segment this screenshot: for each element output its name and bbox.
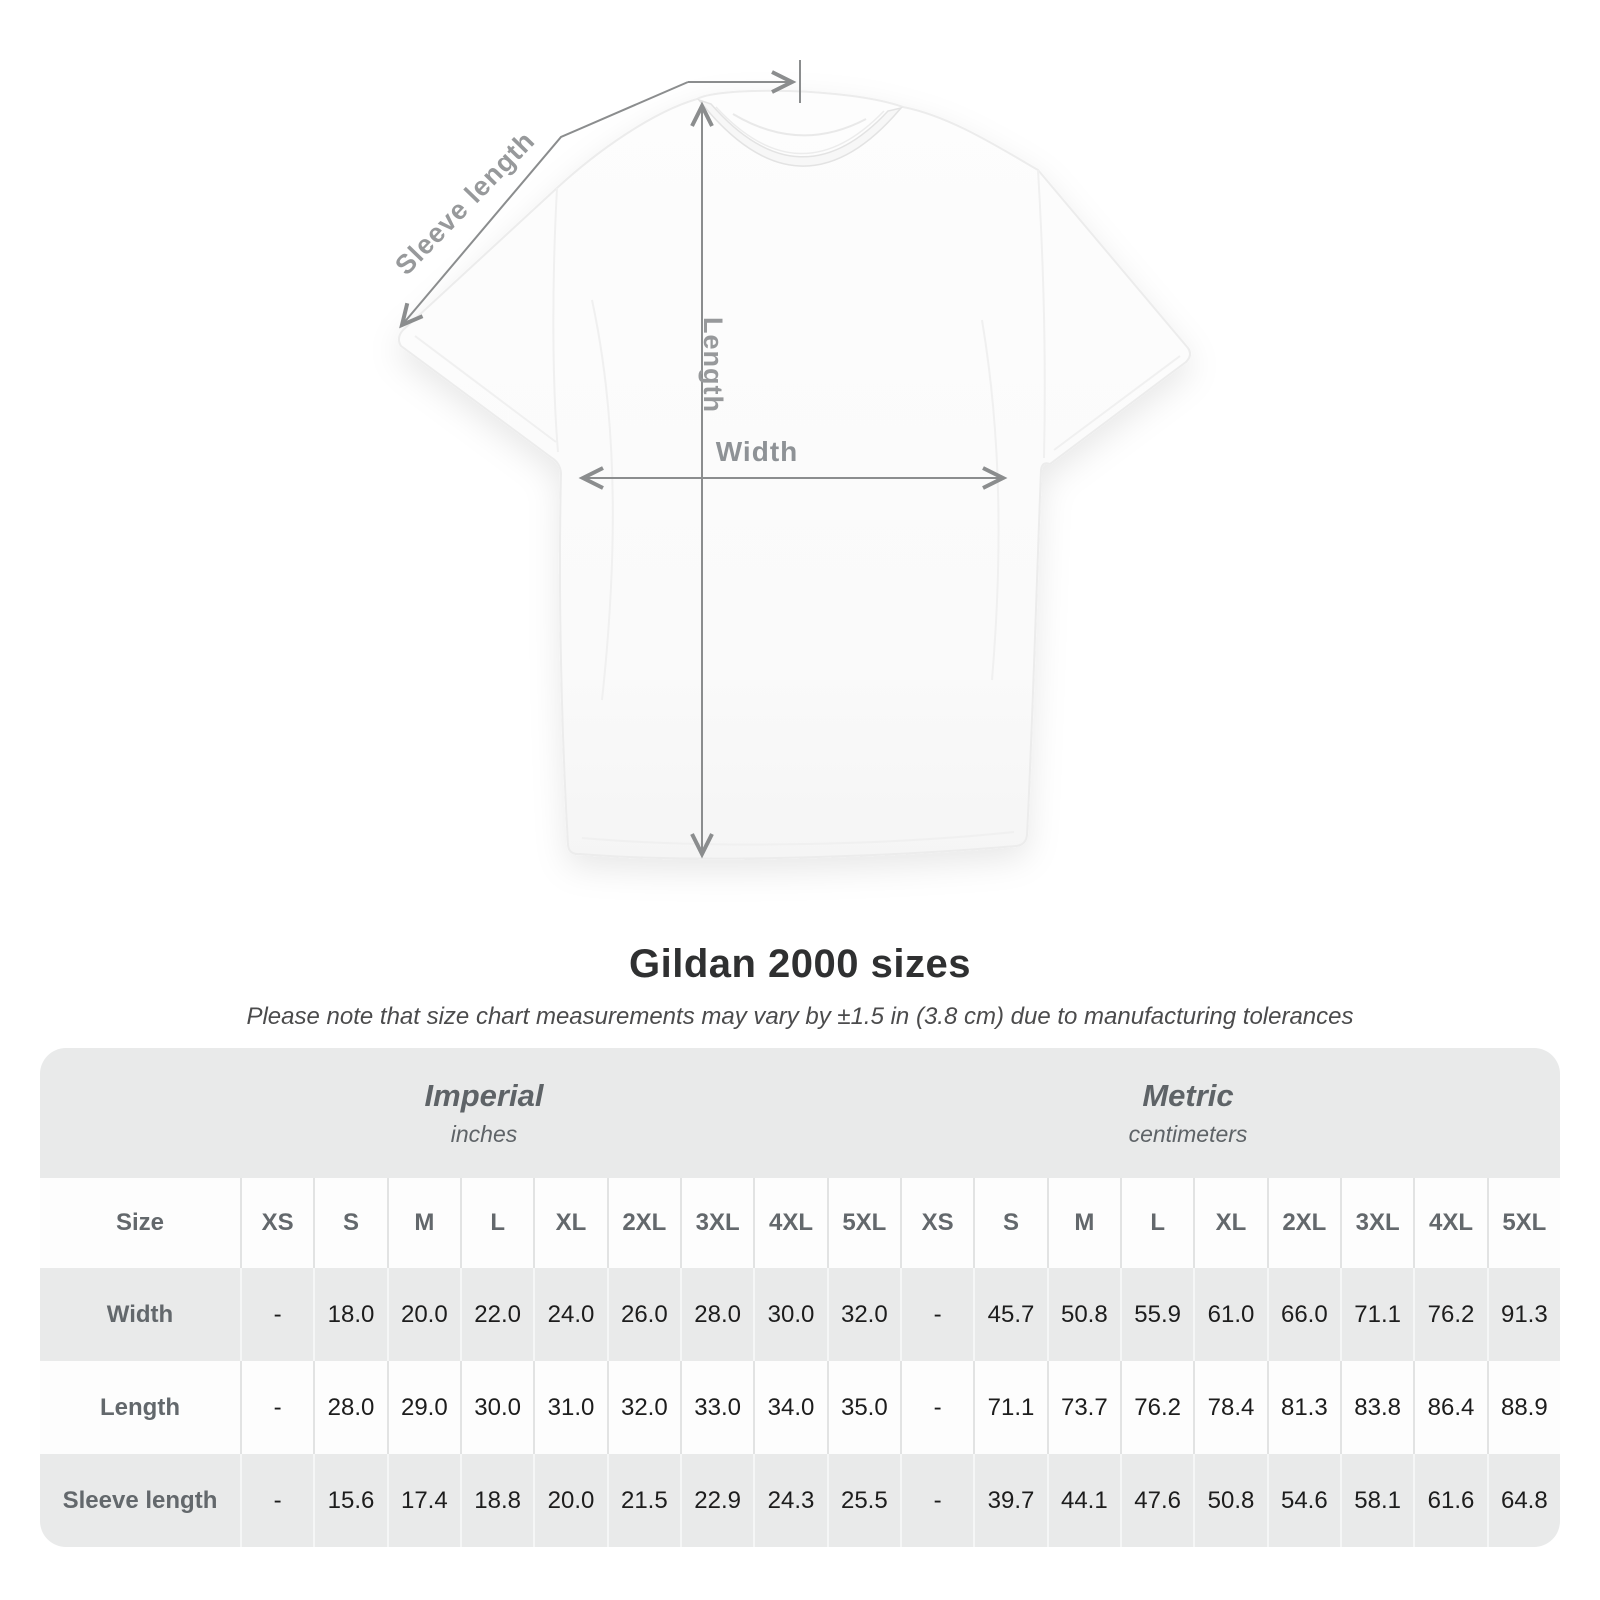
cell-imperial-L: 18.8 <box>460 1454 533 1547</box>
cell-metric-2XL: 81.3 <box>1266 1361 1340 1454</box>
cell-metric-2XL: 54.6 <box>1266 1454 1340 1547</box>
cell-imperial-2XL: 21.5 <box>606 1454 680 1547</box>
size-header-imperial-S: S <box>313 1178 386 1268</box>
metric-unit: centimeters <box>1128 1121 1248 1147</box>
size-header-metric-XL: XL <box>1193 1178 1266 1268</box>
cell-metric-4XL: 76.2 <box>1413 1268 1486 1361</box>
cell-imperial-3XL: 33.0 <box>680 1361 753 1454</box>
cell-metric-4XL: 61.6 <box>1413 1454 1486 1547</box>
cell-metric-L: 76.2 <box>1120 1361 1193 1454</box>
cell-imperial-5XL: 32.0 <box>826 1268 900 1361</box>
size-table: Size XS S M L XL 2XL 3XL 4XL 5XL XS S M L XL 2XL 3XL 4XL 5… <box>40 1178 1560 1547</box>
cell-metric-XL: 61.0 <box>1193 1268 1266 1361</box>
size-header-metric-4XL: 4XL <box>1413 1178 1486 1268</box>
sleeve-length-line <box>399 81 689 329</box>
imperial-unit: inches <box>450 1121 518 1147</box>
tshirt-measurement-diagram: Sleeve length Length Width <box>389 60 1192 860</box>
size-header-metric-M: M <box>1046 1178 1120 1268</box>
cell-imperial-2XL: 32.0 <box>606 1361 680 1454</box>
cell-imperial-L: 30.0 <box>460 1361 533 1454</box>
cell-imperial-S: 15.6 <box>313 1454 386 1547</box>
cell-metric-XS: - <box>900 1361 973 1454</box>
cell-metric-S: 71.1 <box>973 1361 1046 1454</box>
cell-imperial-XS: - <box>240 1454 313 1547</box>
metric-title: Metric <box>1142 1078 1234 1113</box>
cell-metric-5XL: 88.9 <box>1486 1361 1560 1454</box>
cell-imperial-M: 20.0 <box>386 1268 460 1361</box>
cell-metric-XL: 78.4 <box>1193 1361 1266 1454</box>
size-header-metric-XS: XS <box>900 1178 973 1268</box>
cell-metric-L: 47.6 <box>1120 1454 1193 1547</box>
width-label: Width <box>716 436 799 467</box>
size-header-imperial-5XL: 5XL <box>826 1178 900 1268</box>
table-row-sleeve-length: Sleeve length -15.6 17.4 18.8 20.0 21.5 22.9 24… <box>40 1454 1560 1547</box>
size-header-imperial-L: L <box>460 1178 533 1268</box>
size-header-imperial-M: M <box>386 1178 460 1268</box>
size-header-metric-2XL: 2XL <box>1266 1178 1340 1268</box>
measurement-lines <box>399 60 1008 859</box>
cell-metric-XL: 50.8 <box>1193 1454 1266 1547</box>
tshirt-illustration <box>397 89 1192 860</box>
metric-section-header: Metric centimeters <box>858 1048 1518 1178</box>
cell-metric-5XL: 64.8 <box>1486 1454 1560 1547</box>
size-header-imperial-XS: XS <box>240 1178 313 1268</box>
cell-imperial-XL: 31.0 <box>533 1361 606 1454</box>
table-row-width: Width -18.0 20.0 22.0 24.0 26.0 28.0 30.0 32.0-4… <box>40 1268 1560 1361</box>
cell-metric-4XL: 86.4 <box>1413 1361 1486 1454</box>
size-header-metric-L: L <box>1120 1178 1193 1268</box>
collar <box>696 98 904 167</box>
size-header-imperial-3XL: 3XL <box>680 1178 753 1268</box>
cell-metric-M: 44.1 <box>1046 1454 1120 1547</box>
cell-imperial-5XL: 25.5 <box>826 1454 900 1547</box>
size-header-metric-S: S <box>973 1178 1046 1268</box>
imperial-section-header: Imperial inches <box>54 1048 914 1178</box>
cell-imperial-S: 28.0 <box>313 1361 386 1454</box>
title-block: Gildan 2000 sizes Please note that size … <box>0 942 1600 1031</box>
page-title: Gildan 2000 sizes <box>628 942 971 986</box>
row-label: Length <box>100 1393 180 1421</box>
cell-imperial-4XL: 30.0 <box>753 1268 826 1361</box>
row-label: Width <box>106 1300 174 1328</box>
size-header-metric-5XL: 5XL <box>1486 1178 1560 1268</box>
cell-metric-XS: - <box>900 1268 973 1361</box>
cell-imperial-XS: - <box>240 1268 313 1361</box>
cell-imperial-S: 18.0 <box>313 1268 386 1361</box>
imperial-title: Imperial <box>424 1078 544 1113</box>
cell-metric-XS: - <box>900 1454 973 1547</box>
cell-metric-S: 39.7 <box>973 1454 1046 1547</box>
length-label: Length <box>698 317 728 413</box>
cell-imperial-4XL: 24.3 <box>753 1454 826 1547</box>
cell-metric-3XL: 71.1 <box>1340 1268 1413 1361</box>
tolerance-note: Please note that size chart measurements… <box>246 1003 1354 1030</box>
size-column-header: Size <box>115 1209 165 1236</box>
size-header-imperial-2XL: 2XL <box>606 1178 680 1268</box>
cell-metric-L: 55.9 <box>1120 1268 1193 1361</box>
cell-metric-S: 45.7 <box>973 1268 1046 1361</box>
cell-imperial-5XL: 35.0 <box>826 1361 900 1454</box>
cell-imperial-XL: 20.0 <box>533 1454 606 1547</box>
cell-imperial-3XL: 28.0 <box>680 1268 753 1361</box>
cell-metric-M: 73.7 <box>1046 1361 1120 1454</box>
cell-imperial-XS: - <box>240 1361 313 1454</box>
size-header-metric-3XL: 3XL <box>1340 1178 1413 1268</box>
cell-imperial-4XL: 34.0 <box>753 1361 826 1454</box>
table-row-length: Length -28.0 29.0 30.0 31.0 32.0 33.0 34.0 35.0-… <box>40 1361 1560 1454</box>
cell-imperial-L: 22.0 <box>460 1268 533 1361</box>
unit-header-row: Imperial inches Metric centimeters <box>40 1048 1560 1178</box>
cell-metric-3XL: 83.8 <box>1340 1361 1413 1454</box>
size-header-row: Size XS S M L XL 2XL 3XL 4XL 5XL XS S M L XL 2XL 3XL 4XL 5… <box>40 1178 1560 1268</box>
cell-metric-M: 50.8 <box>1046 1268 1120 1361</box>
cell-imperial-M: 29.0 <box>386 1361 460 1454</box>
cell-imperial-3XL: 22.9 <box>680 1454 753 1547</box>
size-chart-card: Imperial inches Metric centimeters Size X… <box>40 1048 1560 1547</box>
cell-imperial-M: 17.4 <box>386 1454 460 1547</box>
size-header-imperial-XL: XL <box>533 1178 606 1268</box>
cell-imperial-2XL: 26.0 <box>606 1268 680 1361</box>
cell-metric-3XL: 58.1 <box>1340 1454 1413 1547</box>
cell-imperial-XL: 24.0 <box>533 1268 606 1361</box>
size-header-imperial-4XL: 4XL <box>753 1178 826 1268</box>
cell-metric-2XL: 66.0 <box>1266 1268 1340 1361</box>
row-label: Sleeve length <box>62 1486 218 1514</box>
cell-metric-5XL: 91.3 <box>1486 1268 1560 1361</box>
